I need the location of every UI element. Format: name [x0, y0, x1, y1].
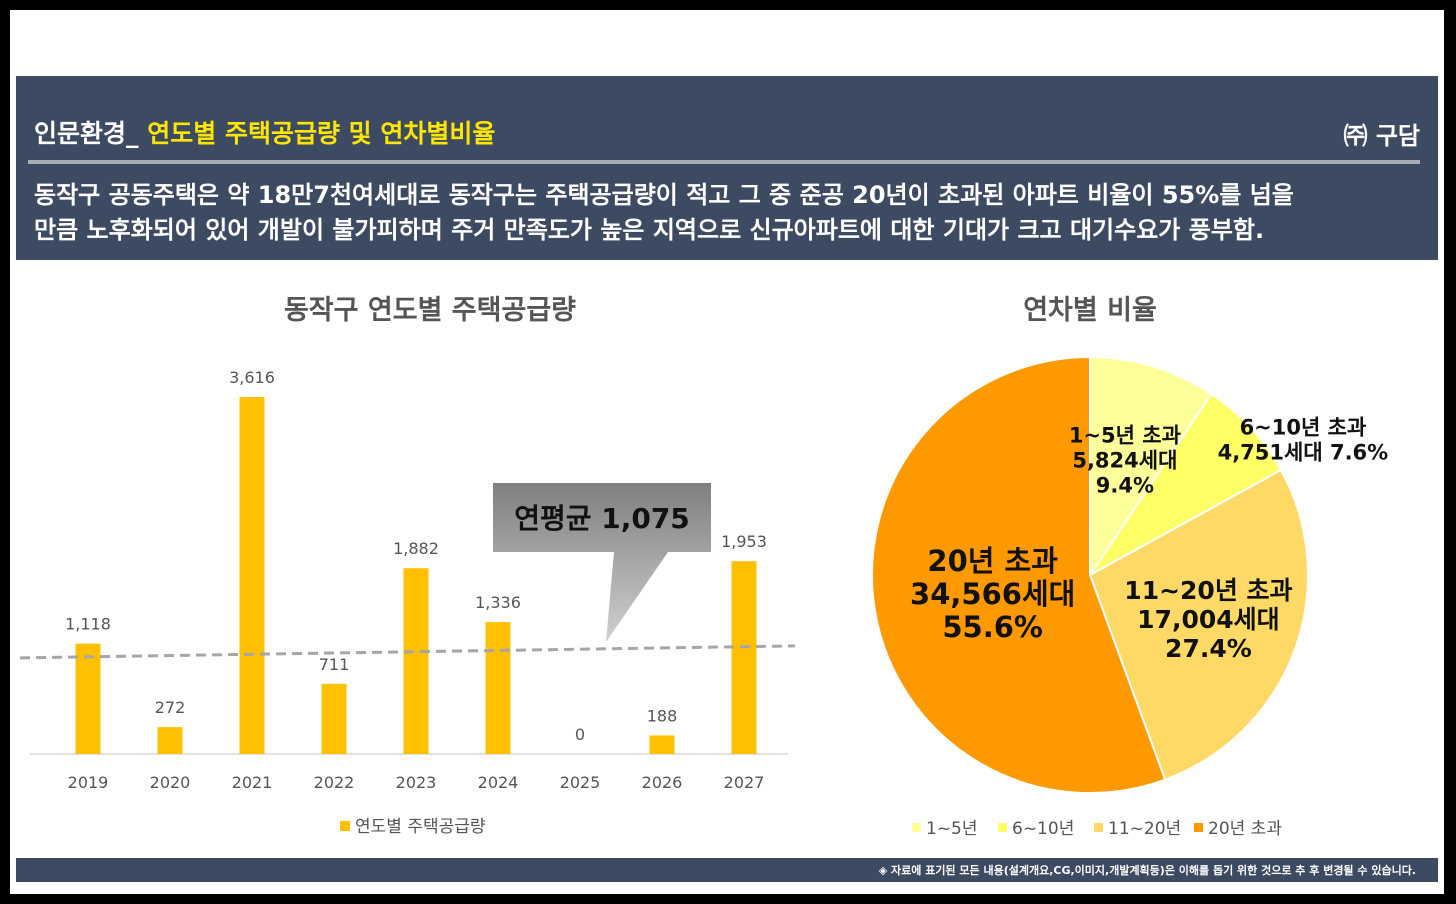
pie-legend-swatch-2 [998, 823, 1007, 832]
bar-2024 [485, 622, 511, 754]
bar-2021 [239, 397, 265, 754]
page-title: 인문환경_ 연도별 주택공급량 및 연차별비율 [34, 114, 495, 150]
pie-legend-swatch-4 [1194, 823, 1203, 832]
pie-legend-label-4: 20년 초과 [1208, 819, 1282, 839]
footer-note: ◈ 자료에 표기된 모든 내용(설계개요,CG,이미지,개발계획등)은 이해를 … [878, 864, 1416, 877]
bar-chart-title: 동작구 연도별 주택공급량 [283, 295, 577, 326]
pie-label-3-line-1: 11~20년 초과 [1124, 576, 1292, 605]
bar-label-2023: 1,882 [393, 539, 439, 558]
bar-label-2026: 188 [647, 706, 678, 725]
x-tick-2027: 2027 [724, 773, 765, 792]
title-highlight: 연도별 주택공급량 및 연차별비율 [147, 119, 496, 148]
x-tick-2023: 2023 [396, 773, 437, 792]
pie-label-1-line-3: 9.4% [1096, 474, 1154, 498]
x-tick-2021: 2021 [232, 773, 273, 792]
bar-2022 [321, 683, 347, 754]
pie-label-3-line-3: 27.4% [1165, 634, 1252, 663]
pie-label-1-line-2: 5,824세대 [1072, 449, 1177, 473]
bar-label-2020: 272 [155, 698, 186, 717]
x-tick-2019: 2019 [68, 773, 109, 792]
title-prefix: 인문환경_ [34, 119, 139, 148]
x-tick-2024: 2024 [478, 773, 519, 792]
bar-chart: 1,118 2019 272 2020 3,616 2021 711 2022 1,882 202… [19, 368, 796, 837]
pie-legend-swatch-1 [912, 823, 921, 832]
x-tick-2025: 2025 [560, 773, 601, 792]
bar-legend-swatch [340, 821, 350, 831]
bar-label-2027: 1,953 [721, 532, 767, 551]
x-tick-2020: 2020 [150, 773, 191, 792]
average-line [19, 644, 796, 660]
bar-label-2024: 1,336 [475, 593, 521, 612]
bar-label-2021: 3,616 [229, 368, 275, 387]
pie-legend-label-1: 1~5년 [926, 819, 978, 839]
bar-label-2019: 1,118 [65, 615, 111, 634]
pie-legend-label-3: 11~20년 [1108, 819, 1181, 839]
pie-label-4-line-3: 55.6% [942, 610, 1043, 644]
pie-label-2-line-1: 6~10년 초과 [1240, 415, 1367, 439]
bar-2020 [157, 727, 183, 754]
bar-2026 [649, 735, 675, 754]
pie-label-4-line-2: 34,566세대 [910, 577, 1075, 611]
header-panel: 인문환경_ 연도별 주택공급량 및 연차별비율 ㈜ 구담 동작구 공동주택은 약… [16, 76, 1438, 260]
pie-slice-3 [1088, 468, 1309, 781]
footer-bar: ◈ 자료에 표기된 모든 내용(설계개요,CG,이미지,개발계획등)은 이해를 … [16, 858, 1438, 882]
bar-legend-label: 연도별 주택공급량 [355, 817, 486, 837]
bar-2019 [75, 643, 101, 754]
average-callout-label: 연평균 1,075 [514, 502, 690, 535]
description: 동작구 공동주택은 약 18만7천여세대로 동작구는 주택공급량이 적고 그 중… [34, 178, 1424, 248]
average-callout [493, 483, 711, 642]
bar-label-2025: 0 [575, 725, 585, 744]
description-line-1: 동작구 공동주택은 약 18만7천여세대로 동작구는 주택공급량이 적고 그 중… [34, 181, 1294, 209]
pie-legend-swatch-3 [1094, 823, 1103, 832]
bar-2023 [403, 568, 429, 754]
company-name: ㈜ 구담 [1343, 122, 1420, 150]
page: 인문환경_ 연도별 주택공급량 및 연차별비율 ㈜ 구담 동작구 공동주택은 약… [10, 10, 1444, 894]
bar-label-2022: 711 [319, 655, 350, 674]
pie-label-4-line-1: 20년 초과 [927, 544, 1058, 578]
x-tick-2022: 2022 [314, 773, 355, 792]
bar-2027 [731, 561, 757, 754]
pie-slice-1 [1089, 355, 1213, 579]
pie-chart-title: 연차별 비율 [1023, 295, 1157, 326]
x-tick-2026: 2026 [642, 773, 683, 792]
description-line-2: 만큼 노후화되어 있어 개발이 불가피하며 주거 만족도가 높은 지역으로 신규… [34, 216, 1265, 244]
pie-slice-2 [1089, 392, 1283, 576]
header-divider [28, 160, 1420, 164]
pie-label-2-line-2: 4,751세대 7.6% [1218, 440, 1389, 464]
pie-legend-label-2: 6~10년 [1012, 819, 1074, 839]
pie-slice-4 [871, 355, 1167, 794]
pie-label-1-line-1: 1~5년 초과 [1069, 424, 1181, 448]
pie-label-3-line-2: 17,004세대 [1137, 605, 1279, 634]
